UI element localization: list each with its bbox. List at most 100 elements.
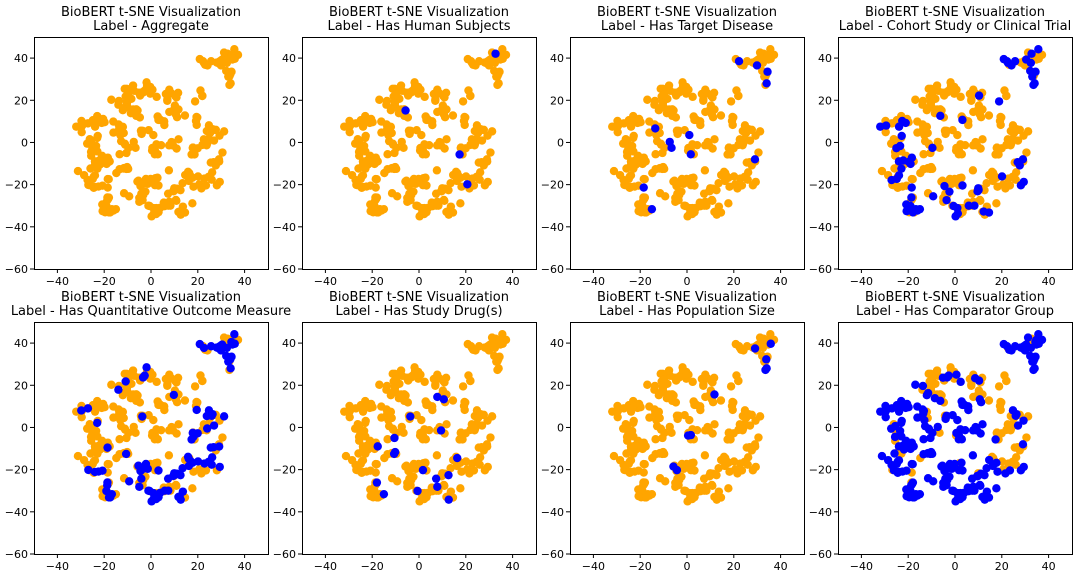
point-positive — [1001, 469, 1010, 478]
point-positive — [928, 192, 938, 201]
point-positive — [683, 431, 693, 440]
point-positive — [455, 150, 464, 159]
point-negative — [122, 162, 132, 172]
point-negative — [733, 184, 742, 193]
point-negative — [688, 203, 697, 213]
y-tick-label: 40 — [282, 337, 296, 350]
point-negative — [377, 413, 386, 422]
point-negative — [372, 175, 381, 184]
x-tick-label: 40 — [1042, 560, 1056, 573]
point-negative — [745, 421, 755, 430]
point-negative — [650, 381, 660, 391]
point-positive — [135, 482, 144, 491]
point-negative — [172, 113, 182, 122]
point-negative — [86, 432, 96, 442]
point-positive — [1013, 421, 1023, 430]
point-negative — [440, 196, 449, 205]
point-negative — [710, 135, 719, 144]
point-positive — [750, 155, 760, 164]
point-positive — [897, 131, 906, 141]
point-negative — [124, 192, 134, 201]
point-negative — [409, 459, 419, 469]
point-negative — [109, 128, 118, 137]
point-negative — [708, 113, 718, 122]
point-negative — [95, 441, 104, 450]
x-tick-label: 0 — [148, 560, 155, 573]
point-negative — [968, 141, 978, 150]
point-negative — [701, 392, 710, 402]
point-negative — [1011, 453, 1021, 462]
point-positive — [994, 97, 1004, 106]
point-negative — [94, 182, 103, 191]
x-tick-label: −40 — [46, 275, 69, 288]
y-tick-label: 40 — [282, 52, 296, 65]
point-negative — [173, 88, 183, 98]
point-negative — [984, 396, 994, 405]
point-negative — [384, 136, 394, 146]
point-negative — [458, 97, 468, 106]
point-negative — [86, 147, 96, 157]
point-negative — [218, 148, 227, 157]
point-negative — [990, 172, 1000, 181]
point-positive — [142, 363, 151, 372]
point-negative — [438, 386, 448, 395]
point-negative — [660, 428, 669, 438]
point-positive — [84, 465, 93, 475]
point-negative — [956, 140, 965, 149]
point-positive — [949, 201, 958, 211]
point-negative — [634, 399, 644, 409]
point-positive — [920, 421, 930, 431]
point-negative — [465, 469, 474, 478]
point-negative — [667, 428, 676, 438]
point-negative — [631, 156, 640, 165]
point-positive — [686, 150, 695, 159]
subplot-title: BioBERT t-SNE Visualization — [597, 290, 777, 305]
point-positive — [898, 467, 907, 476]
point-positive — [431, 474, 441, 483]
point-negative — [469, 139, 478, 148]
point-negative — [747, 161, 756, 170]
point-negative — [420, 488, 429, 498]
point-positive — [890, 432, 900, 442]
point-positive — [928, 428, 937, 438]
point-negative — [164, 141, 174, 150]
point-negative — [174, 135, 183, 144]
point-negative — [460, 120, 469, 130]
point-positive — [1007, 346, 1016, 355]
point-negative — [165, 370, 174, 379]
point-negative — [128, 366, 138, 375]
point-positive — [124, 477, 134, 486]
point-negative — [480, 466, 490, 475]
point-negative — [681, 486, 690, 496]
point-negative — [745, 136, 755, 145]
point-negative — [688, 377, 697, 387]
y-tick-label: −40 — [809, 506, 832, 519]
point-positive — [899, 441, 908, 450]
point-negative — [417, 130, 426, 140]
point-negative — [354, 147, 364, 157]
point-negative — [724, 143, 733, 153]
point-negative — [1001, 184, 1010, 193]
x-tick-label: 40 — [506, 560, 520, 573]
point-positive — [907, 438, 917, 447]
point-negative — [747, 446, 756, 455]
point-positive — [373, 442, 382, 451]
subplot-title: BioBERT t-SNE Visualization — [865, 5, 1045, 20]
point-negative — [664, 390, 674, 399]
point-negative — [165, 85, 174, 94]
point-negative — [654, 407, 664, 417]
point-positive — [956, 425, 965, 434]
point-negative — [114, 96, 124, 106]
point-negative — [945, 174, 955, 184]
point-negative — [748, 181, 758, 190]
point-negative — [188, 199, 197, 208]
point-positive — [154, 466, 163, 475]
point-negative — [674, 88, 684, 97]
point-negative — [422, 115, 431, 125]
subplot-subtitle: Label - Has Study Drug(s) — [335, 304, 502, 319]
x-tick-label: 20 — [459, 275, 473, 288]
y-tick-label: −40 — [809, 221, 832, 234]
subplot-subtitle: Label - Has Population Size — [599, 304, 775, 319]
point-positive — [942, 412, 951, 421]
